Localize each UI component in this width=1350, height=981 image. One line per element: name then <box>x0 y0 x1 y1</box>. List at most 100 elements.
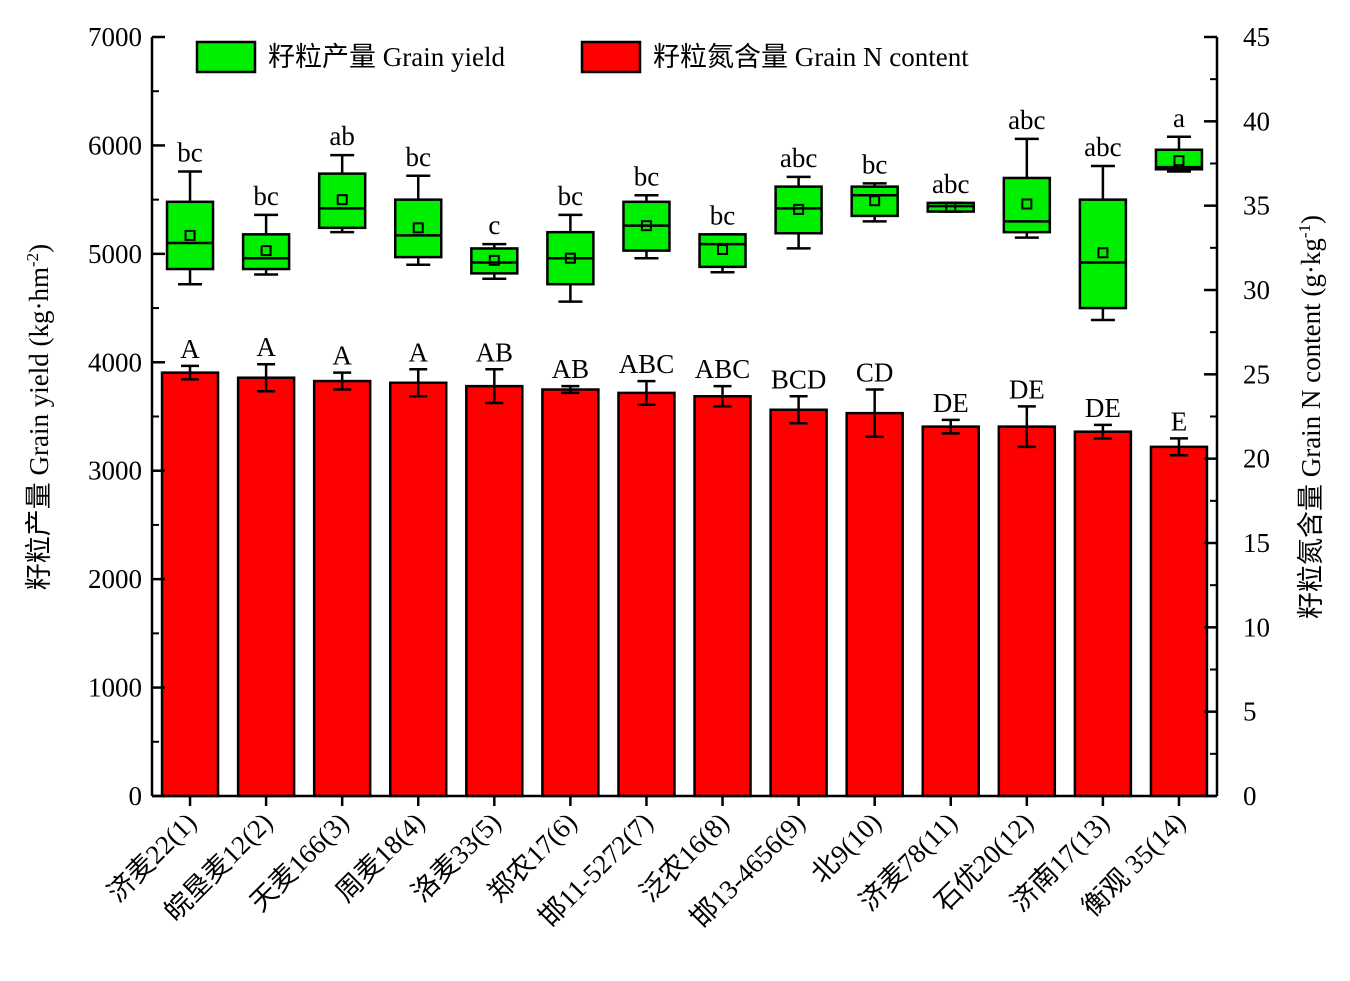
grain-yield-mean-marker <box>1173 155 1185 167</box>
left-axis-tick-label: 0 <box>129 781 143 811</box>
grain-yield-mean-marker <box>412 222 424 234</box>
grain-n-bar <box>389 381 448 798</box>
left-axis-tick-label: 5000 <box>88 239 142 269</box>
grain-n-bar <box>921 425 980 798</box>
grain-yield-letter: bc <box>558 181 584 211</box>
right-axis: 0 5 10 15 20 25 30 35 40 45 <box>1204 22 1270 811</box>
grain-yield-mean-marker <box>869 195 881 207</box>
grain-n-letter: A <box>332 341 352 371</box>
left-axis-tick-label: 1000 <box>88 673 142 703</box>
grain-n-bar <box>769 408 828 798</box>
grain-yield-mean-marker <box>184 229 196 241</box>
right-axis-title-sup: -1 <box>1295 224 1314 238</box>
grain-yield-mean-marker <box>640 220 652 232</box>
right-axis-tick-label: 40 <box>1243 106 1270 136</box>
right-axis-tick-label: 10 <box>1243 612 1270 642</box>
right-axis-tick-label: 30 <box>1243 275 1270 305</box>
grain-n-bar <box>541 388 600 798</box>
left-axis-tick-label: 7000 <box>88 22 142 52</box>
grain-yield-box <box>394 198 443 259</box>
grain-n-bar <box>845 411 904 798</box>
right-axis-tick-label: 5 <box>1243 697 1257 727</box>
grain-yield-mean-marker <box>336 194 348 206</box>
right-axis-tick-label: 35 <box>1243 191 1270 221</box>
grain-yield-box <box>1078 198 1128 310</box>
grain-n-bar <box>236 376 296 798</box>
grain-n-letter: A <box>180 334 200 364</box>
left-axis-tick-label: 3000 <box>88 456 142 486</box>
legend-swatch-grain-yield <box>195 40 257 74</box>
right-axis-tick-label: 25 <box>1243 359 1270 389</box>
grain-yield-letter: bc <box>177 137 203 167</box>
left-axis: 0 1000 2000 3000 4000 5000 6000 7000 <box>88 22 165 811</box>
grain-yield-letter: c <box>488 210 500 240</box>
left-axis-title-sup: -2 <box>23 253 42 267</box>
grain-yield-mean-marker <box>260 245 272 257</box>
grain-yield-box <box>850 185 899 218</box>
grain-n-bar <box>997 425 1057 798</box>
grain-n-letter: CD <box>856 358 894 388</box>
left-axis-tick-label: 4000 <box>88 347 142 377</box>
grain-yield-mean-marker <box>793 203 805 215</box>
grain-yield-box <box>165 200 215 271</box>
grain-yield-mean-marker <box>564 252 576 264</box>
grain-n-bar <box>312 379 372 798</box>
grain-yield-box <box>470 247 519 275</box>
grain-yield-letter: bc <box>634 161 660 191</box>
grain-yield-mean-marker <box>488 254 500 266</box>
grain-yield-letter: abc <box>1008 105 1045 135</box>
grain-yield-mean-marker <box>1097 247 1109 259</box>
grain-yield-letter: bc <box>406 142 432 172</box>
grain-n-bar <box>160 371 220 798</box>
grain-n-bar <box>617 391 676 798</box>
grain-n-bar <box>693 395 752 798</box>
grain-yield-letter: ab <box>329 121 354 151</box>
grain-n-letter: DE <box>1009 374 1045 404</box>
grain-yield-box <box>698 233 747 269</box>
grain-yield-mean-marker <box>945 201 957 213</box>
plot-frame <box>150 37 1219 798</box>
left-axis-title: 籽粒产量 Grain yield (kg·hm-2) <box>23 244 54 590</box>
grain-yield-box <box>317 172 367 230</box>
left-axis-tick-label: 6000 <box>88 130 142 160</box>
legend-label-grain-yield: 籽粒产量 Grain yield <box>268 42 505 72</box>
legend-swatch-grain-n <box>580 40 642 74</box>
grain-yield-letter: abc <box>780 143 817 173</box>
right-axis-tick-label: 20 <box>1243 444 1270 474</box>
grain-n-letter: AB <box>552 354 590 384</box>
grain-n-letter: A <box>409 337 429 367</box>
right-axis-title: 籽粒氮含量 Grain N content (g·kg-1) <box>1295 215 1326 619</box>
grain-n-bar <box>1149 445 1209 798</box>
grain-yield-letter: a <box>1173 103 1185 133</box>
grain-yield-mean-marker <box>1021 198 1033 210</box>
right-axis-title-close: ) <box>1296 215 1326 224</box>
grain-yield-letter: abc <box>932 169 969 199</box>
grain-yield-box <box>241 233 291 271</box>
grain-yield-boxes: bc bc ab bc c bc bc bc abc bc abc abc abc a <box>165 103 1204 322</box>
left-axis-title-close: ) <box>24 244 54 253</box>
grain-n-letter: DE <box>933 388 969 418</box>
left-axis-title-main: 籽粒产量 Grain yield (kg·hm <box>24 267 54 590</box>
x-axis: 济麦22(1)皖垦麦12(2)天麦166(3)周麦18(4)洛麦33(5)郑农1… <box>102 796 1191 933</box>
grain-n-letter: AB <box>476 337 514 367</box>
grain-yield-box <box>774 185 823 235</box>
right-axis-title-main: 籽粒氮含量 Grain N content (g·kg <box>1296 238 1326 619</box>
grain-yield-box <box>1154 148 1204 171</box>
legend: 籽粒产量 Grain yield 籽粒氮含量 Grain N content <box>195 40 969 74</box>
right-axis-tick-label: 0 <box>1243 781 1257 811</box>
grain-n-bars: A A A A AB AB ABC ABC BCD CD DE DE DE E <box>160 332 1209 798</box>
right-axis-tick-label: 15 <box>1243 528 1270 558</box>
grain-yield-letter: abc <box>1084 132 1121 162</box>
grain-yield-letter: bc <box>710 200 736 230</box>
grain-n-bar <box>465 384 524 798</box>
grain-yield-letter: bc <box>862 149 888 179</box>
grain-n-letter: ABC <box>695 354 751 384</box>
grain-yield-letter: bc <box>253 181 279 211</box>
grain-yield-mean-marker <box>717 244 729 256</box>
grain-yield-box <box>1002 176 1052 234</box>
right-axis-tick-label: 45 <box>1243 22 1270 52</box>
grain-n-bar <box>1073 430 1133 798</box>
grain-n-letter: ABC <box>619 349 675 379</box>
grain-n-letter: DE <box>1085 393 1121 423</box>
